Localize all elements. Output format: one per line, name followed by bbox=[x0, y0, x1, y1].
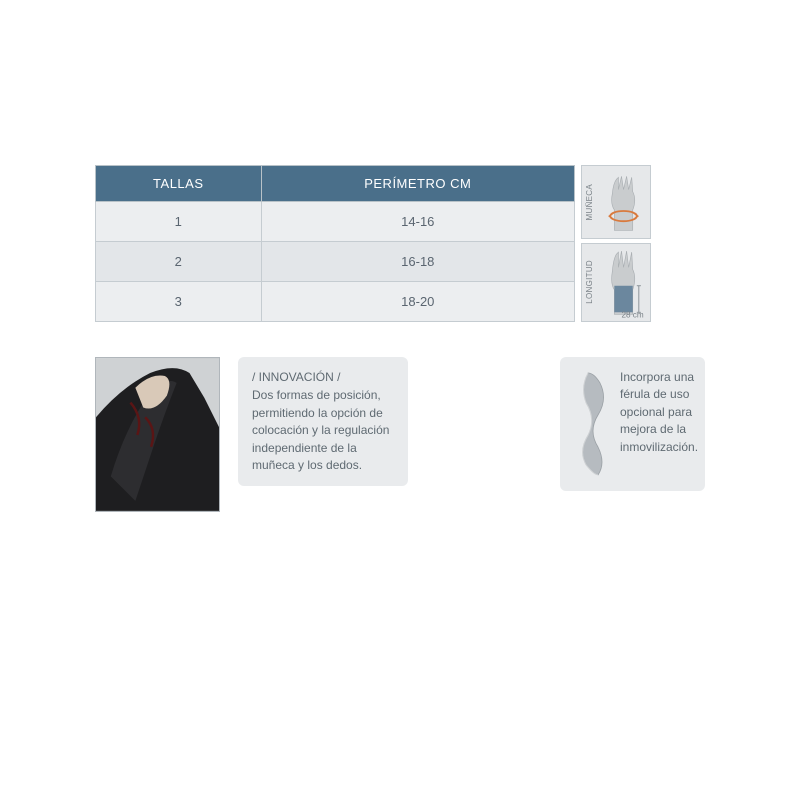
col-header-perimeter: PERÍMETRO CM bbox=[261, 166, 574, 202]
size-table: TALLAS PERÍMETRO CM 1 14-16 2 16-18 3 18… bbox=[95, 165, 575, 322]
innovation-heading: / INNOVACIÓN / bbox=[252, 369, 394, 386]
splint-icon bbox=[574, 369, 612, 479]
table-row: 2 16-18 bbox=[96, 242, 575, 282]
table-row: 1 14-16 bbox=[96, 202, 575, 242]
length-measure-box: LONGITUD 28 cm bbox=[581, 243, 651, 322]
measurement-icons: MUÑECA LONGITUD 28 cm bbox=[581, 165, 651, 322]
table-row: 3 18-20 bbox=[96, 282, 575, 322]
table-with-icons: TALLAS PERÍMETRO CM 1 14-16 2 16-18 3 18… bbox=[95, 165, 705, 322]
cell-size: 1 bbox=[96, 202, 262, 242]
length-hand-icon: 28 cm bbox=[596, 247, 647, 318]
cell-perimeter: 16-18 bbox=[261, 242, 574, 282]
cell-perimeter: 18-20 bbox=[261, 282, 574, 322]
length-label: LONGITUD bbox=[585, 260, 594, 304]
wrist-hand-icon bbox=[596, 169, 647, 235]
wrist-label: MUÑECA bbox=[585, 184, 594, 220]
content-area: TALLAS PERÍMETRO CM 1 14-16 2 16-18 3 18… bbox=[95, 165, 705, 512]
cell-size: 3 bbox=[96, 282, 262, 322]
col-header-sizes: TALLAS bbox=[96, 166, 262, 202]
cell-perimeter: 14-16 bbox=[261, 202, 574, 242]
product-photo bbox=[95, 357, 220, 512]
table-header-row: TALLAS PERÍMETRO CM bbox=[96, 166, 575, 202]
splint-callout: Incorpora una férula de uso opcional par… bbox=[560, 357, 705, 491]
product-photo-illustration bbox=[96, 358, 219, 511]
info-row: / INNOVACIÓN / Dos formas de posición, p… bbox=[95, 357, 705, 512]
splint-text: Incorpora una férula de uso opcional par… bbox=[620, 369, 698, 456]
innovation-text: Dos formas de posición, permitiendo la o… bbox=[252, 387, 394, 474]
length-value-text: 28 cm bbox=[622, 310, 644, 318]
wrist-measure-box: MUÑECA bbox=[581, 165, 651, 239]
innovation-callout: / INNOVACIÓN / Dos formas de posición, p… bbox=[238, 357, 408, 486]
cell-size: 2 bbox=[96, 242, 262, 282]
